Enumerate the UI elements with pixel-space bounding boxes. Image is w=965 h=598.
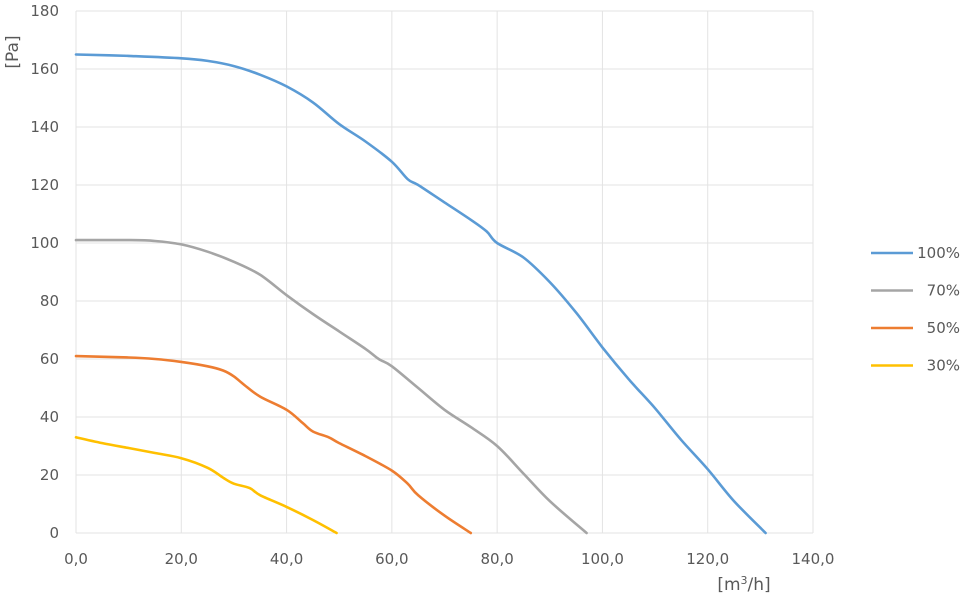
y-tick-label: 0: [49, 524, 59, 542]
legend: 100% 70% 50% 30%: [871, 244, 960, 375]
y-tick-label: 140: [30, 118, 59, 136]
y-tick-label: 120: [30, 176, 59, 194]
x-tick-label: 40,0: [270, 550, 303, 568]
grid: [75, 10, 814, 534]
series-lines: [74, 53, 767, 535]
y-tick-label: 180: [30, 2, 59, 20]
series-line-70-percent: [74, 238, 588, 535]
x-tick-label: 0,0: [64, 550, 88, 568]
legend-label-70-percent: 70%: [927, 282, 960, 300]
x-tick-label: 140,0: [792, 550, 835, 568]
y-tick-label: 20: [40, 466, 59, 484]
x-axis-label: [m3/h]: [717, 574, 770, 596]
y-tick-label: 160: [30, 60, 59, 78]
legend-label-100-percent: 100%: [917, 244, 960, 262]
y-axis-ticks: 0 20 40 60 80 100 120 140 160 180: [30, 2, 59, 542]
x-axis-ticks: 0,0 20,0 40,0 60,0 80,0 100,0 120,0 140,0: [64, 550, 834, 568]
x-tick-label: 80,0: [480, 550, 513, 568]
y-tick-label: 100: [30, 234, 59, 252]
series-line-100-percent: [74, 53, 767, 535]
y-tick-label: 40: [40, 408, 59, 426]
legend-label-30-percent: 30%: [927, 357, 960, 375]
x-tick-label: 100,0: [581, 550, 624, 568]
series-line-30-percent: [74, 436, 338, 535]
y-axis-label: [Pa]: [3, 35, 23, 68]
y-tick-label: 80: [40, 292, 59, 310]
y-tick-label: 60: [40, 350, 59, 368]
x-tick-label: 20,0: [165, 550, 198, 568]
x-tick-label: 120,0: [686, 550, 729, 568]
legend-label-50-percent: 50%: [927, 319, 960, 337]
series-line-50-percent: [74, 354, 473, 535]
x-tick-label: 60,0: [375, 550, 408, 568]
